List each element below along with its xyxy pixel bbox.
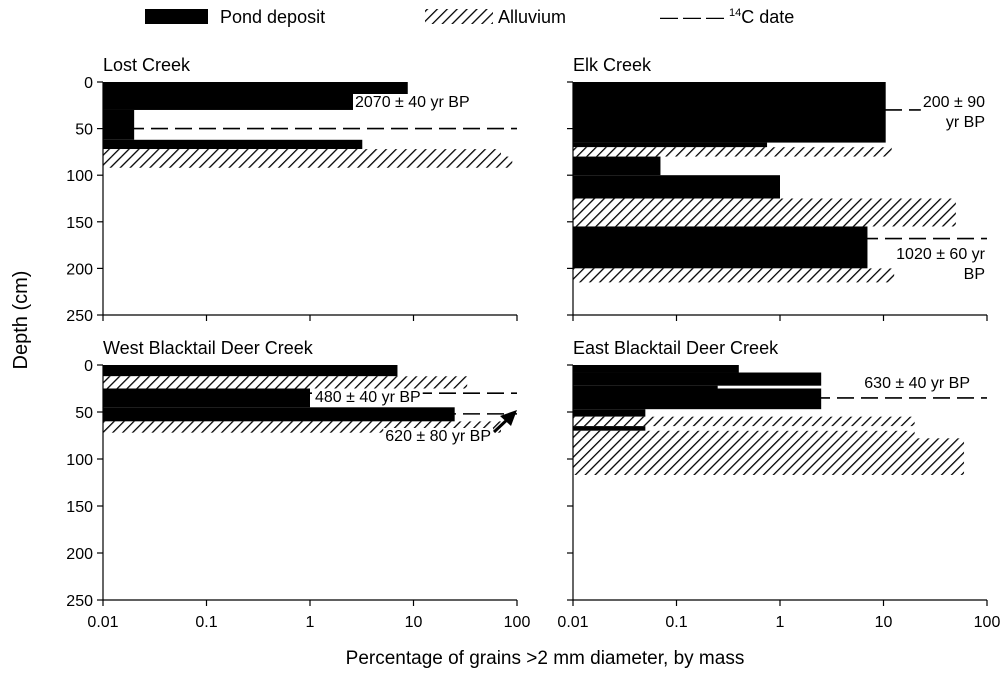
alluvium-bar-4 [103,149,501,157]
y-tick-label: 100 [66,452,93,469]
legend: Pond deposit Alluvium — — — 14C date [145,7,794,27]
pond-bar-4 [573,388,822,410]
y-tick-label: 0 [84,358,93,375]
y-tick-label: 50 [75,405,93,422]
pond-bar-3 [573,385,718,389]
pond-bar-2 [573,372,822,386]
date-label: 200 ± 90 yr BP [923,94,985,131]
pond-bar-5 [573,409,646,417]
y-tick-label: 250 [66,593,93,610]
alluvium-bar-8 [573,268,940,283]
y-tick-label: 50 [75,122,93,139]
y-axis-title: Depth (cm) [10,271,32,370]
y-tick-label: 250 [66,308,93,325]
date-label-bg [353,94,472,111]
y-tick-label: 150 [66,215,93,232]
date-label: 2070 ± 40 yr BP [355,94,470,111]
pond-bar-7 [573,226,868,269]
pond-bar-3 [103,139,363,150]
panel-title: Lost Creek [103,55,191,75]
date-label-line: yr BP [946,114,985,131]
date-label-bg [313,389,423,406]
x-tick-label: 100 [974,614,1001,631]
alluvium-bar-5 [103,156,513,168]
panel-2: Elk Creek 200 ± 90 yr BP 1020 ± 60 yr BP [567,55,988,321]
panel-title: East Blacktail Deer Creek [573,338,779,358]
alluvium-bar-6 [573,198,956,227]
panel-title: Elk Creek [573,55,652,75]
date-label-line: BP [964,266,985,283]
x-tick-label: 0.1 [195,614,217,631]
pond-bar-3 [103,388,310,408]
pond-bar-2 [103,109,135,140]
y-tick-label: 200 [66,261,93,278]
x-tick-label: 100 [504,614,531,631]
legend-date-dashes: — — — [660,7,729,27]
date-label-bg [862,375,972,392]
alluvium-bar-8 [573,430,915,439]
legend-pond-swatch [145,9,208,24]
panel-3: West Blacktail Deer Creek 0 50 100 150 200 250… [66,338,530,631]
legend-date-entry: — — — 14C date [660,7,794,27]
legend-date-superscript: 14 [729,7,741,19]
pond-bar-4 [573,156,661,176]
y-tick-label: 150 [66,499,93,516]
alluvium-bar-9 [573,438,965,475]
panel-4: East Blacktail Deer Creek 0.01 0.1 1 10 100 63… [557,338,1000,631]
x-tick-label: 10 [875,614,893,631]
legend-alluvium-swatch [425,9,493,24]
y-tick-label: 100 [66,168,93,185]
alluvium-bar-5 [103,421,501,433]
alluvium-bar-2 [103,376,468,389]
x-tick-label: 0.01 [87,614,118,631]
date-arrow-head [500,410,517,426]
y-tick-label: 0 [84,75,93,92]
pond-bar-1 [573,82,886,143]
date-label: 1020 ± 60 yr BP [896,246,986,283]
alluvium-bar-3 [573,147,892,157]
date-label: 480 ± 40 yr BP [315,389,421,406]
date-label: 630 ± 40 yr BP [864,375,970,392]
x-tick-label: 0.1 [665,614,687,631]
x-tick-label: 1 [306,614,315,631]
x-tick-label: 10 [405,614,423,631]
pond-bar-2 [573,142,768,148]
y-tick-label: 200 [66,546,93,563]
legend-date-label: C date [741,7,794,27]
pond-bar-7 [573,426,646,431]
pond-bar-1 [573,365,739,373]
date-label: 620 ± 80 yr BP [385,428,491,445]
panel-title: West Blacktail Deer Creek [103,338,314,358]
x-axis-title: Percentage of grains >2 mm diameter, by … [346,648,745,669]
alluvium-bar-6 [573,416,915,427]
date-label-bg [383,428,493,445]
date-label-bg [920,94,988,131]
pond-bar-5 [573,175,780,199]
x-tick-label: 1 [776,614,785,631]
date-label-line: 200 ± 90 [923,94,985,111]
date-label-line: 1020 ± 60 yr [896,246,986,263]
panel-1: Lost Creek 0 50 100 150 200 250 2070 ± 40 yr BP [66,55,518,325]
legend-alluvium-label: Alluvium [498,7,566,27]
x-tick-label: 0.01 [557,614,588,631]
legend-pond-label: Pond deposit [220,7,325,27]
pond-bar-1 [103,365,398,377]
date-label-bg [894,246,988,283]
